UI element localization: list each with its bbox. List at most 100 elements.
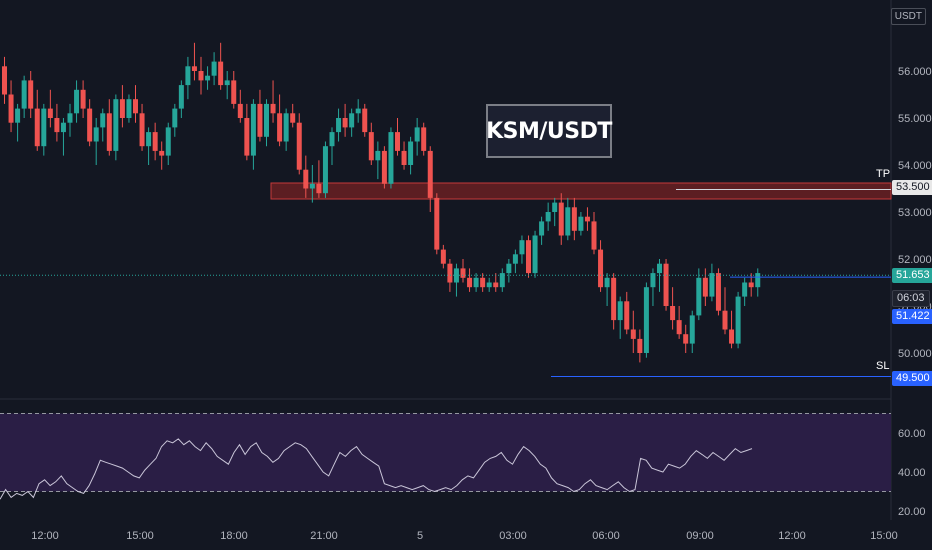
candle-body — [683, 334, 689, 344]
candle-body — [689, 315, 695, 344]
candle-body — [375, 150, 381, 161]
candle-body — [565, 207, 571, 236]
candle-body — [512, 254, 518, 264]
tp-price-label[interactable]: 53.500 — [892, 180, 932, 195]
candle-body — [133, 99, 138, 114]
candle-body — [60, 122, 66, 133]
candle-body — [598, 249, 604, 288]
candle-body — [702, 277, 708, 297]
sl-price-label[interactable]: 49.500 — [892, 371, 932, 386]
rsi-tick-label: 40.00 — [898, 467, 926, 479]
candle-body — [146, 132, 152, 147]
candle-body — [8, 94, 14, 123]
time-tick-label: 15:00 — [126, 530, 154, 542]
entry-price-label[interactable]: 51.422 — [892, 309, 932, 324]
candle-body — [237, 103, 243, 118]
price-tick-label: 52.000 — [898, 254, 932, 266]
candle-body — [434, 197, 440, 250]
candle-body — [539, 221, 545, 236]
time-tick-label: 5 — [417, 530, 423, 542]
candle-body — [578, 216, 584, 231]
candle-body — [696, 277, 702, 316]
candle-body — [185, 66, 191, 86]
candle-body — [755, 273, 761, 288]
candle-body — [316, 183, 322, 194]
price-tick-label: 54.000 — [898, 160, 932, 172]
candle-body — [611, 277, 617, 321]
candle-body — [165, 127, 171, 156]
candle-body — [558, 202, 564, 236]
candle-body — [15, 108, 21, 123]
candle-body — [401, 150, 407, 165]
candle-body — [244, 118, 250, 156]
candle-body — [676, 320, 682, 335]
candle-body — [395, 132, 400, 151]
time-tick-label: 03:00 — [499, 530, 527, 542]
candle-body — [21, 80, 27, 109]
candle-body — [630, 329, 636, 339]
candle-body — [408, 141, 414, 165]
candle-body — [106, 113, 112, 151]
candle-body — [178, 85, 184, 109]
price-tick-label: 53.000 — [898, 207, 932, 219]
candle-body — [748, 282, 754, 288]
candle-body — [604, 277, 610, 288]
candle-body — [54, 118, 60, 133]
candle-body — [264, 103, 269, 137]
candle-body — [427, 150, 433, 198]
candle-body — [421, 127, 427, 151]
rsi-tick-label: 60.00 — [898, 428, 926, 440]
rsi-band — [0, 413, 891, 492]
candle-body — [152, 132, 158, 151]
candle-body — [571, 207, 577, 231]
candle-body — [270, 103, 276, 114]
candle-body — [742, 282, 748, 297]
candle-body — [447, 263, 453, 283]
candle-body — [159, 150, 165, 156]
candle-body — [617, 301, 623, 321]
candle-body — [657, 263, 662, 274]
candle-body — [355, 108, 361, 114]
candle-body — [250, 103, 256, 156]
candle-body — [460, 268, 466, 278]
candle-body — [93, 127, 99, 142]
candle-body — [414, 127, 420, 142]
candle-body — [218, 61, 224, 86]
candle-body — [362, 108, 368, 133]
price-tick-label: 56.000 — [898, 66, 932, 78]
candle-body — [709, 273, 715, 297]
candle-body — [47, 108, 53, 118]
candle-body — [41, 108, 47, 147]
candle-body — [584, 216, 590, 222]
candle-body — [198, 71, 204, 81]
candle-body — [715, 273, 721, 311]
time-tick-label: 09:00 — [686, 530, 714, 542]
candle-body — [368, 132, 374, 161]
candle-body — [303, 169, 309, 189]
time-tick-label: 15:00 — [870, 530, 898, 542]
candle-body — [519, 240, 525, 255]
candle-body — [139, 113, 145, 147]
last-price-label[interactable]: 51.653 — [892, 268, 932, 283]
candle-body — [28, 80, 34, 109]
candle-body — [309, 183, 315, 189]
candle-body — [290, 113, 296, 123]
candle-body — [349, 113, 355, 128]
candle-body — [126, 99, 132, 118]
candle-body — [480, 277, 486, 288]
candle-body — [257, 103, 263, 137]
candle-body — [67, 113, 73, 123]
candle-body — [211, 61, 217, 76]
candle-body — [87, 108, 93, 142]
resistance-zone — [270, 182, 892, 200]
candle-body — [2, 66, 7, 95]
currency-badge[interactable]: USDT — [890, 8, 926, 25]
candle-body — [591, 221, 597, 250]
candle-body — [100, 113, 106, 128]
rsi-line — [0, 438, 753, 500]
candle-body — [637, 338, 643, 353]
candle-body — [526, 240, 531, 274]
candle-body — [493, 282, 499, 288]
candle-body — [473, 277, 479, 288]
candle-body — [722, 310, 728, 330]
